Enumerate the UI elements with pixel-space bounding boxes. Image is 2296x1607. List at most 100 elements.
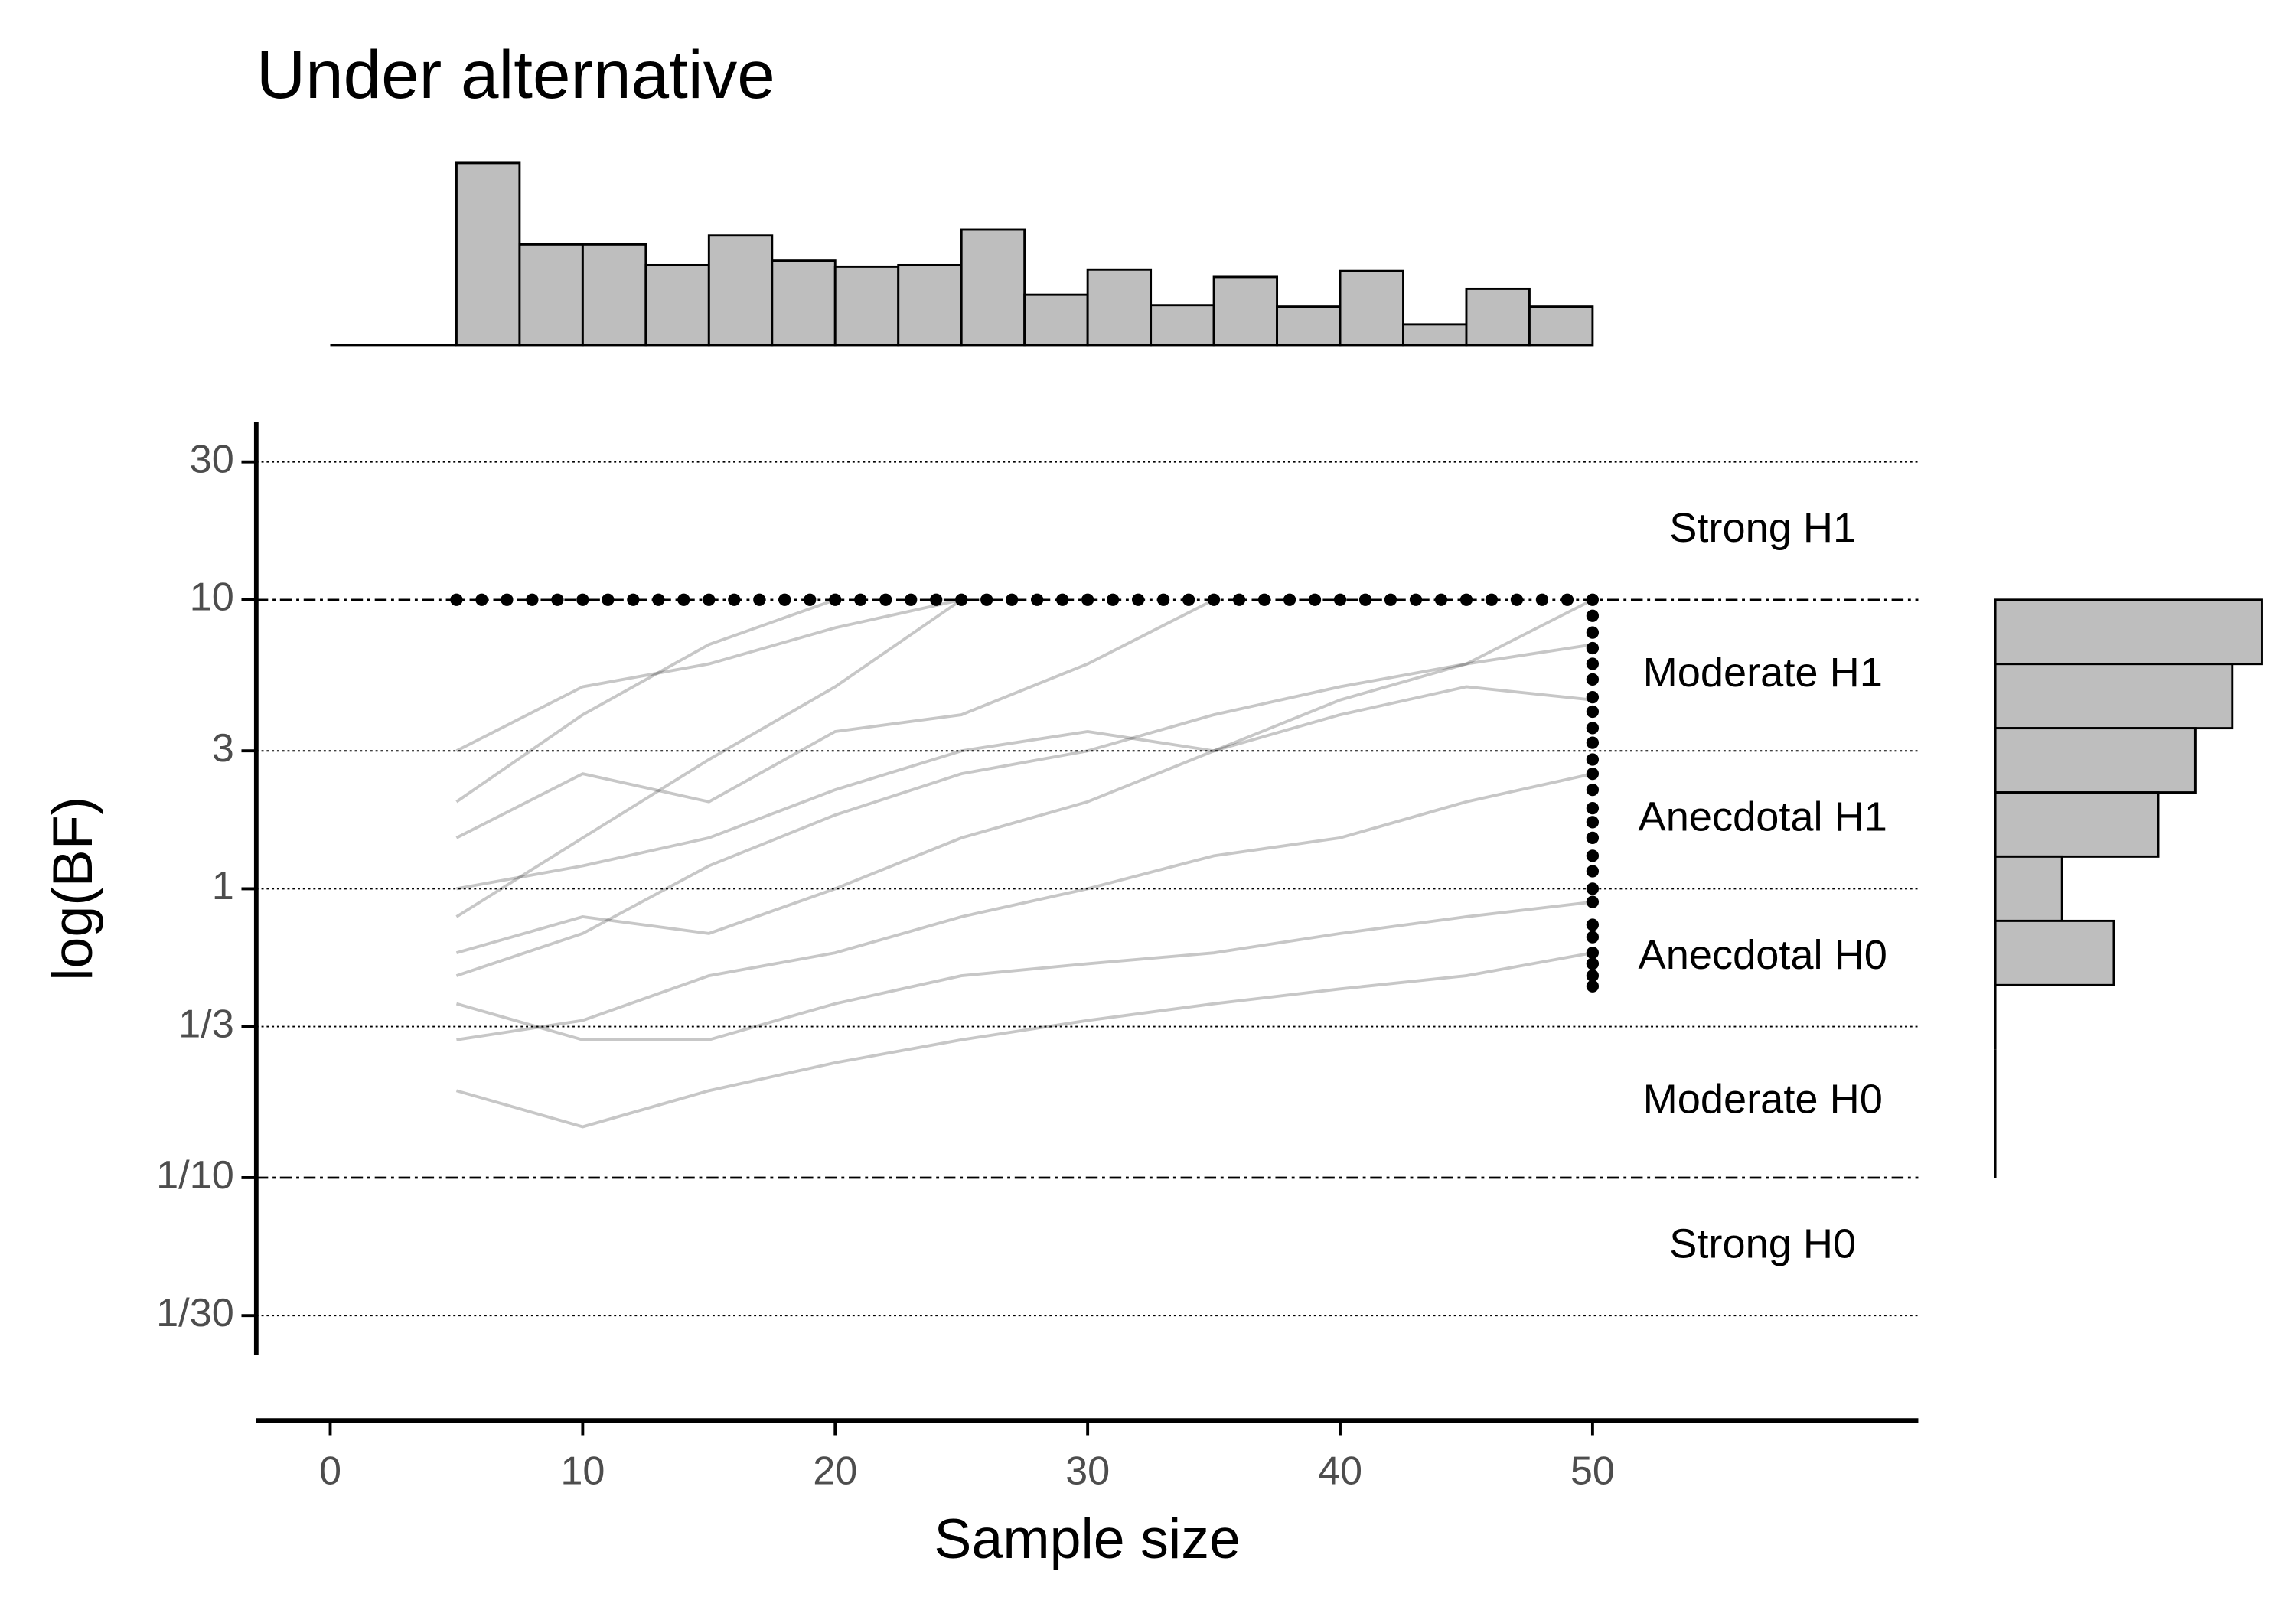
stop-point bbox=[1586, 609, 1600, 622]
hist-bar bbox=[833, 265, 900, 347]
x-tick-label: 30 bbox=[1065, 1449, 1110, 1494]
stop-point bbox=[1283, 593, 1296, 606]
trajectory bbox=[455, 598, 836, 804]
y-tick-label: 1/3 bbox=[178, 1002, 234, 1046]
hist-bar bbox=[1023, 293, 1089, 347]
chart-title: Under alternative bbox=[256, 36, 775, 112]
stop-point bbox=[1586, 657, 1600, 670]
stop-point bbox=[1586, 831, 1600, 845]
trajectory bbox=[455, 598, 963, 918]
hist-bar bbox=[1994, 919, 2115, 986]
stop-point bbox=[1031, 593, 1044, 606]
y-tick-label: 1/30 bbox=[156, 1291, 234, 1335]
hist-bar bbox=[1402, 323, 1468, 347]
stop-point bbox=[930, 593, 943, 606]
stop-point bbox=[1586, 957, 1600, 970]
stop-point bbox=[1586, 969, 1600, 983]
stop-point bbox=[1586, 753, 1600, 766]
stop-point bbox=[551, 593, 564, 606]
y-tick-label: 10 bbox=[190, 575, 234, 620]
stop-point bbox=[980, 593, 993, 606]
stop-point bbox=[1384, 593, 1397, 606]
hist-bar bbox=[1528, 305, 1594, 347]
trajectory bbox=[455, 598, 1215, 839]
stop-point bbox=[576, 593, 589, 606]
stop-point bbox=[1586, 947, 1600, 960]
stop-point bbox=[1434, 593, 1448, 606]
hist-bar bbox=[644, 264, 710, 347]
hist-bar bbox=[1212, 275, 1279, 347]
stop-point bbox=[1459, 593, 1473, 606]
x-tick-label: 0 bbox=[319, 1449, 341, 1494]
x-tick-label: 10 bbox=[560, 1449, 605, 1494]
stop-point bbox=[1561, 593, 1574, 606]
x-axis-title: Sample size bbox=[934, 1507, 1241, 1570]
hist-bar bbox=[1339, 269, 1404, 347]
stop-point bbox=[1586, 849, 1600, 862]
stop-point bbox=[854, 593, 867, 606]
stop-point bbox=[1106, 593, 1120, 606]
y-tick-label: 3 bbox=[212, 726, 234, 771]
hist-bar bbox=[707, 234, 774, 347]
stop-point bbox=[1257, 593, 1271, 606]
hist-bar bbox=[960, 228, 1026, 347]
stop-point bbox=[1586, 736, 1600, 749]
stop-point bbox=[1056, 593, 1069, 606]
stop-point bbox=[804, 593, 817, 606]
stop-point bbox=[1131, 593, 1145, 606]
stop-point bbox=[1156, 593, 1170, 606]
stop-point bbox=[1207, 593, 1221, 606]
hist-bar bbox=[455, 161, 521, 347]
stop-point bbox=[475, 593, 488, 606]
stop-point bbox=[955, 593, 968, 606]
trajectory bbox=[455, 598, 1593, 955]
hist-bar bbox=[518, 243, 584, 347]
y-tick-label: 30 bbox=[190, 437, 234, 481]
stop-point bbox=[1586, 626, 1600, 639]
trajectory bbox=[455, 951, 1593, 1129]
stop-point bbox=[1333, 593, 1347, 606]
stop-point bbox=[602, 593, 615, 606]
stop-point bbox=[1586, 931, 1600, 944]
hist-bar bbox=[1994, 663, 2234, 730]
stop-point bbox=[1081, 593, 1094, 606]
trajectory bbox=[455, 900, 1593, 1041]
hist-bar bbox=[1994, 727, 2197, 794]
zone-label: Anecdotal H0 bbox=[1639, 932, 1887, 978]
x-tick-label: 50 bbox=[1570, 1449, 1615, 1494]
stop-point bbox=[1182, 593, 1195, 606]
stop-point bbox=[1586, 882, 1600, 895]
y-tick-label: 1/10 bbox=[156, 1153, 234, 1198]
zone-label: Moderate H0 bbox=[1643, 1077, 1883, 1123]
stop-point bbox=[728, 593, 741, 606]
trajectory bbox=[456, 772, 1593, 1041]
stop-point bbox=[1409, 593, 1423, 606]
stop-point bbox=[879, 593, 892, 606]
hist-bar bbox=[771, 259, 837, 347]
stop-point bbox=[1586, 865, 1600, 878]
trajectory bbox=[456, 685, 1593, 891]
zone-label: Anecdotal H1 bbox=[1639, 794, 1887, 840]
stop-point bbox=[1586, 722, 1600, 735]
hist-bar bbox=[1465, 287, 1531, 347]
stop-point bbox=[1586, 593, 1600, 606]
stop-point bbox=[1535, 593, 1549, 606]
stop-point bbox=[1586, 767, 1600, 781]
hist-bar bbox=[1086, 268, 1153, 347]
stop-point bbox=[1586, 816, 1600, 829]
stop-point bbox=[1232, 593, 1246, 606]
stop-point bbox=[703, 593, 716, 606]
zone-label: Moderate H1 bbox=[1643, 650, 1883, 696]
trajectory bbox=[455, 598, 962, 752]
hist-bar bbox=[1150, 304, 1215, 347]
stop-point bbox=[652, 593, 665, 606]
stop-point bbox=[829, 593, 842, 606]
stop-point bbox=[1006, 593, 1019, 606]
hist-bar bbox=[1994, 855, 2063, 922]
stop-point bbox=[501, 593, 514, 606]
hist-bar bbox=[1276, 305, 1342, 347]
x-tick-label: 20 bbox=[813, 1449, 857, 1494]
stop-point bbox=[1586, 783, 1600, 797]
stop-point bbox=[1308, 593, 1322, 606]
